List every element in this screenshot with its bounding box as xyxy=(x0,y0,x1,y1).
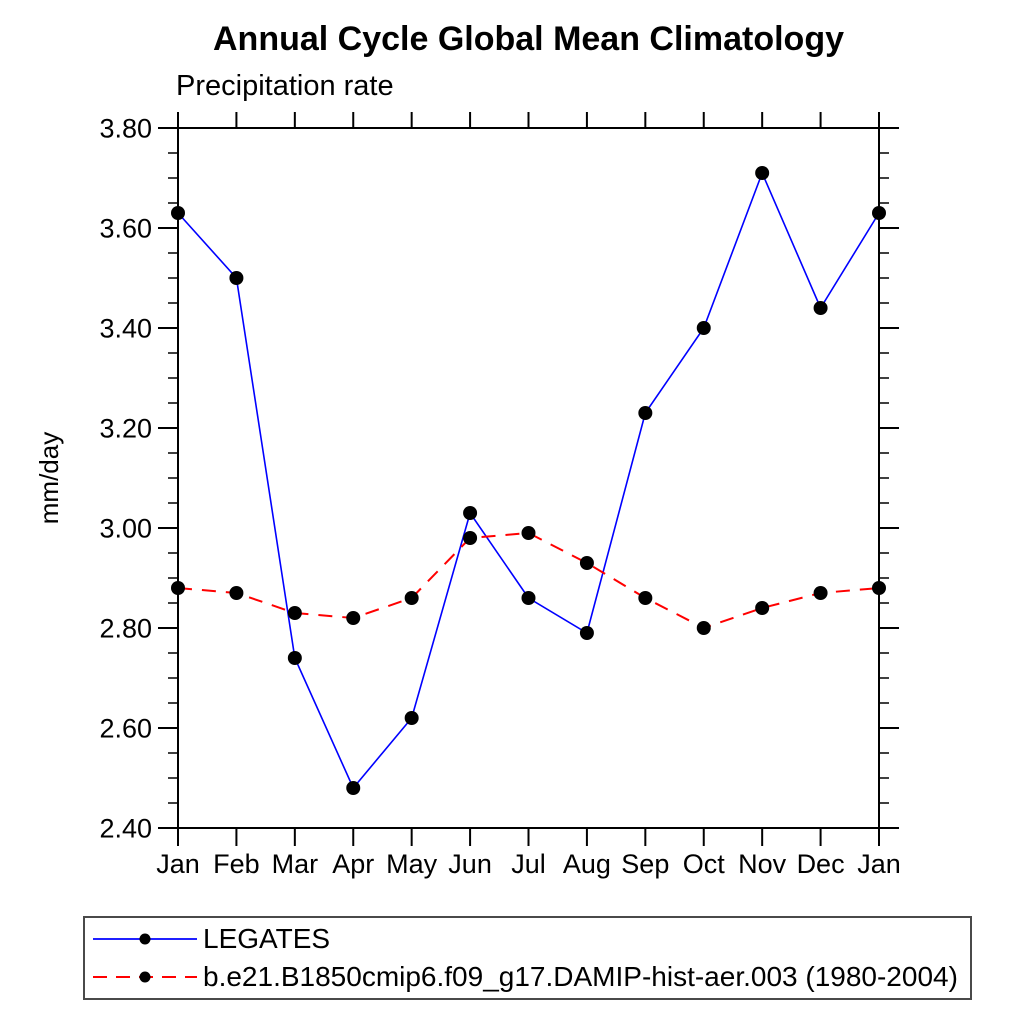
data-point-marker xyxy=(229,271,244,285)
data-point-marker xyxy=(346,781,361,795)
y-tick-label: 3.40 xyxy=(99,314,152,344)
data-point-marker xyxy=(521,591,536,605)
model-line-sample-icon xyxy=(93,971,197,983)
y-tick-label: 2.60 xyxy=(99,714,152,744)
data-point-marker xyxy=(171,206,185,220)
x-tick-label: Apr xyxy=(332,849,374,879)
x-tick-label: Mar xyxy=(272,849,319,879)
data-point-marker xyxy=(755,166,770,180)
x-tick-label: Sep xyxy=(621,849,669,879)
data-point-marker xyxy=(696,321,711,335)
legates-series-line xyxy=(177,170,880,790)
data-point-marker xyxy=(346,611,361,625)
chart-title: Annual Cycle Global Mean Climatology xyxy=(213,20,844,58)
data-point-marker xyxy=(872,581,886,595)
plot-frame xyxy=(177,127,880,829)
plot-svg: mm/day 2.40 2.60 2.80 3.00 3.20 3.40 3.60 3.80 J… xyxy=(34,112,901,879)
data-point-marker xyxy=(229,586,244,600)
data-point-marker xyxy=(463,506,478,520)
data-point-marker xyxy=(579,556,594,570)
data-point-marker xyxy=(579,626,594,640)
legates-line-sample-icon xyxy=(93,933,197,945)
legend-label-legates: LEGATES xyxy=(203,923,331,954)
y-tick-label: 3.00 xyxy=(99,514,152,544)
legates-sample-marker-icon xyxy=(139,933,151,945)
x-tick-label: May xyxy=(386,849,438,879)
y-tick-label: 3.80 xyxy=(99,114,152,144)
data-point-marker xyxy=(638,406,653,420)
data-point-marker xyxy=(171,581,185,595)
x-tick-label: Jan xyxy=(156,849,200,879)
data-point-marker xyxy=(287,651,302,665)
data-point-marker xyxy=(404,591,419,605)
x-tick-label: Feb xyxy=(213,849,260,879)
data-point-marker xyxy=(696,621,711,635)
legend-item-legates: LEGATES xyxy=(85,920,970,958)
x-tick-label: Nov xyxy=(738,849,787,879)
data-point-marker xyxy=(813,301,828,315)
legend-label-model: b.e21.B1850cmip6.f09_g17.DAMIP-hist-aer.… xyxy=(203,961,958,992)
data-point-marker xyxy=(872,206,886,220)
y-tick-label: 3.60 xyxy=(99,214,152,244)
y-axis-label: mm/day xyxy=(34,432,64,524)
x-tick-label: Jun xyxy=(448,849,492,879)
data-point-marker xyxy=(813,586,828,600)
legend-item-model: b.e21.B1850cmip6.f09_g17.DAMIP-hist-aer.… xyxy=(85,958,970,996)
x-tick-label: Jan xyxy=(857,849,901,879)
x-tick-label: Dec xyxy=(797,849,845,879)
data-point-marker xyxy=(521,526,536,540)
data-point-marker xyxy=(755,601,770,615)
y-tick-label: 2.40 xyxy=(99,814,152,844)
x-tick-label: Jul xyxy=(511,849,546,879)
chart-subtitle: Precipitation rate xyxy=(176,70,394,102)
data-point-marker xyxy=(638,591,653,605)
model-sample-marker-icon xyxy=(139,971,151,983)
data-point-marker xyxy=(404,711,419,725)
legend-box: LEGATES b.e21.B1850cmip6.f09_g17.DAMIP-h… xyxy=(83,916,972,1000)
x-tick-label: Aug xyxy=(563,849,611,879)
data-point-marker xyxy=(287,606,302,620)
y-tick-label: 3.20 xyxy=(99,414,152,444)
x-tick-label: Oct xyxy=(683,849,726,879)
data-point-marker xyxy=(463,531,478,545)
y-tick-label: 2.80 xyxy=(99,614,152,644)
